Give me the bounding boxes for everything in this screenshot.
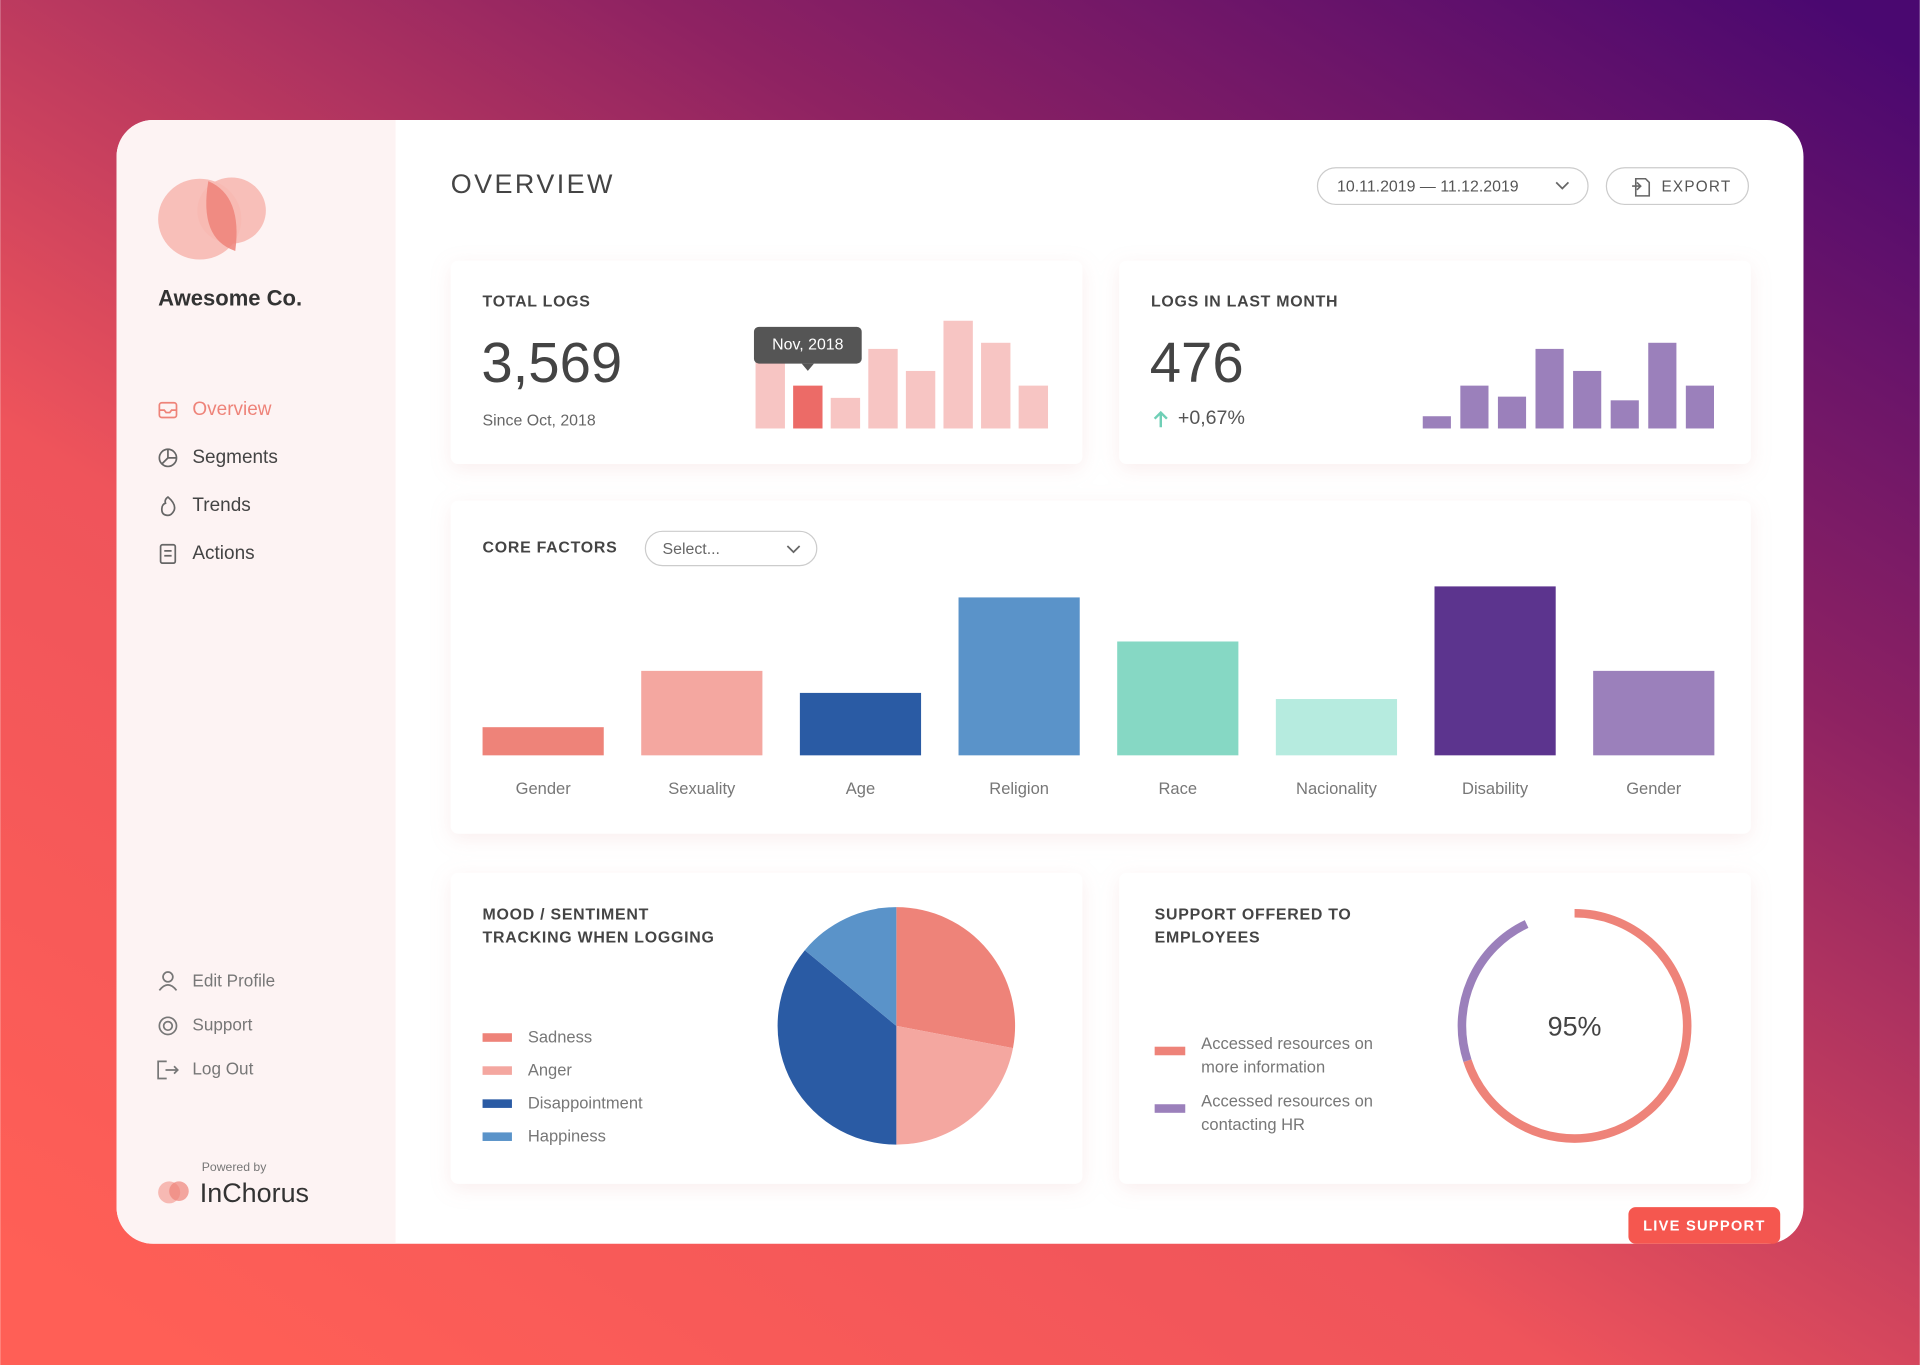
- donut-arc: [1463, 908, 1692, 1143]
- account-icons: [157, 971, 179, 1080]
- bar: [1573, 370, 1602, 429]
- bar: [830, 397, 861, 429]
- bar: [482, 727, 604, 756]
- bar: [1434, 586, 1556, 756]
- account-item[interactable]: Support: [192, 1014, 252, 1034]
- legend-label-box: Accessed resources on more information: [1201, 1034, 1373, 1077]
- donut-arc: [1457, 920, 1529, 1063]
- nav-item[interactable]: Overview: [192, 399, 271, 420]
- bar: [981, 342, 1011, 429]
- vendor-logo: [158, 1181, 189, 1204]
- category-label: Sexuality: [668, 779, 736, 798]
- card-title: MOOD / SENTIMENT TRACKING WHEN LOGGING: [482, 904, 715, 947]
- bar: [958, 597, 1080, 756]
- card-title: SUPPORT OFFERED TO EMPLOYEES: [1154, 904, 1352, 947]
- bar: [1275, 699, 1398, 756]
- select-box[interactable]: [644, 530, 818, 567]
- brand: Awesome Co.: [158, 286, 302, 311]
- legend-label: Accessed resources on contacting HR: [1201, 1092, 1373, 1134]
- logo: [158, 177, 266, 260]
- bar: [868, 348, 898, 429]
- pie-slice: [804, 907, 897, 1026]
- page-title: OVERVIEW: [451, 169, 615, 199]
- bar: [1018, 385, 1049, 429]
- card-title: LOGS IN LAST MONTH: [1151, 294, 1338, 311]
- up-arrow: [1153, 410, 1168, 428]
- bar: [1610, 400, 1639, 429]
- sidebar: [116, 119, 396, 1244]
- powered-by: Powered by: [202, 1160, 267, 1174]
- category-label: Nacionality: [1296, 779, 1378, 798]
- bar: [1422, 416, 1451, 429]
- pie-slice: [896, 1025, 1013, 1145]
- category-label: Disability: [1462, 779, 1529, 798]
- category-label: Gender: [1626, 779, 1682, 798]
- tooltip-pointer: [801, 363, 814, 371]
- legend-swatch: [1154, 1104, 1186, 1113]
- legend-swatch: [482, 1033, 512, 1042]
- bar: [1648, 342, 1677, 429]
- export-label: EXPORT: [1661, 178, 1731, 195]
- bar: [1685, 385, 1714, 429]
- category-label: Religion: [989, 779, 1049, 798]
- bar: [793, 385, 823, 429]
- date-range: 10.11.2019 — 11.12.2019: [1337, 179, 1519, 196]
- legend-swatch: [482, 1066, 512, 1075]
- kpi-value: 3,569: [481, 331, 622, 394]
- bar: [905, 370, 936, 429]
- bar: [641, 670, 763, 756]
- bar: [755, 362, 785, 429]
- kpi-note: Since Oct, 2018: [483, 412, 596, 429]
- bar: [1593, 670, 1715, 756]
- vendor: InChorus: [200, 1178, 309, 1208]
- export-icon: [1632, 177, 1651, 197]
- account-item[interactable]: Edit Profile: [192, 970, 275, 990]
- card-title-box: SUPPORT OFFERED TO EMPLOYEES: [1154, 904, 1352, 947]
- card-title: CORE FACTORS: [483, 540, 618, 557]
- kpi-value: 476: [1150, 331, 1244, 394]
- card-title-box: MOOD / SENTIMENT TRACKING WHEN LOGGING: [482, 904, 715, 947]
- legend-label: Sadness: [528, 1027, 592, 1046]
- category-label: Gender: [516, 779, 572, 798]
- legend-label-box: Accessed resources on contacting HR: [1201, 1092, 1373, 1134]
- legend-label: Anger: [528, 1061, 573, 1080]
- select-placeholder: Select...: [663, 541, 720, 558]
- chevron: [786, 545, 801, 554]
- bar: [943, 320, 973, 429]
- bar: [1460, 385, 1489, 429]
- category-label: Age: [846, 779, 875, 798]
- card-title: TOTAL LOGS: [483, 294, 591, 311]
- legend-swatch: [482, 1099, 512, 1108]
- account-item[interactable]: Log Out: [192, 1058, 253, 1078]
- tooltip-label: Nov, 2018: [772, 336, 843, 353]
- pie-slice: [777, 950, 897, 1145]
- pie-slice: [896, 907, 1016, 1049]
- nav-item[interactable]: Actions: [192, 543, 254, 564]
- donut-center-label: 95%: [1548, 1011, 1602, 1041]
- kpi-change: +0,67%: [1178, 407, 1245, 429]
- legend-swatch: [1154, 1046, 1186, 1056]
- bar: [799, 692, 922, 756]
- bar: [1497, 396, 1527, 429]
- bar: [1535, 348, 1564, 429]
- date-picker[interactable]: [1316, 167, 1589, 206]
- chevron: [1555, 181, 1570, 190]
- nav-item[interactable]: Trends: [192, 495, 250, 516]
- legend-label: Accessed resources on more information: [1201, 1034, 1373, 1077]
- nav-item[interactable]: Segments: [192, 447, 277, 468]
- legend-swatch: [482, 1132, 512, 1141]
- legend-label: Happiness: [528, 1127, 606, 1146]
- bar: [1117, 641, 1239, 756]
- legend-label: Disappointment: [528, 1094, 643, 1113]
- nav-icons: [158, 401, 178, 564]
- live-support-button[interactable]: [1628, 1207, 1781, 1244]
- tooltip: [753, 326, 862, 364]
- category-label: Race: [1159, 779, 1198, 798]
- live-support-label: LIVE SUPPORT: [1643, 1219, 1765, 1235]
